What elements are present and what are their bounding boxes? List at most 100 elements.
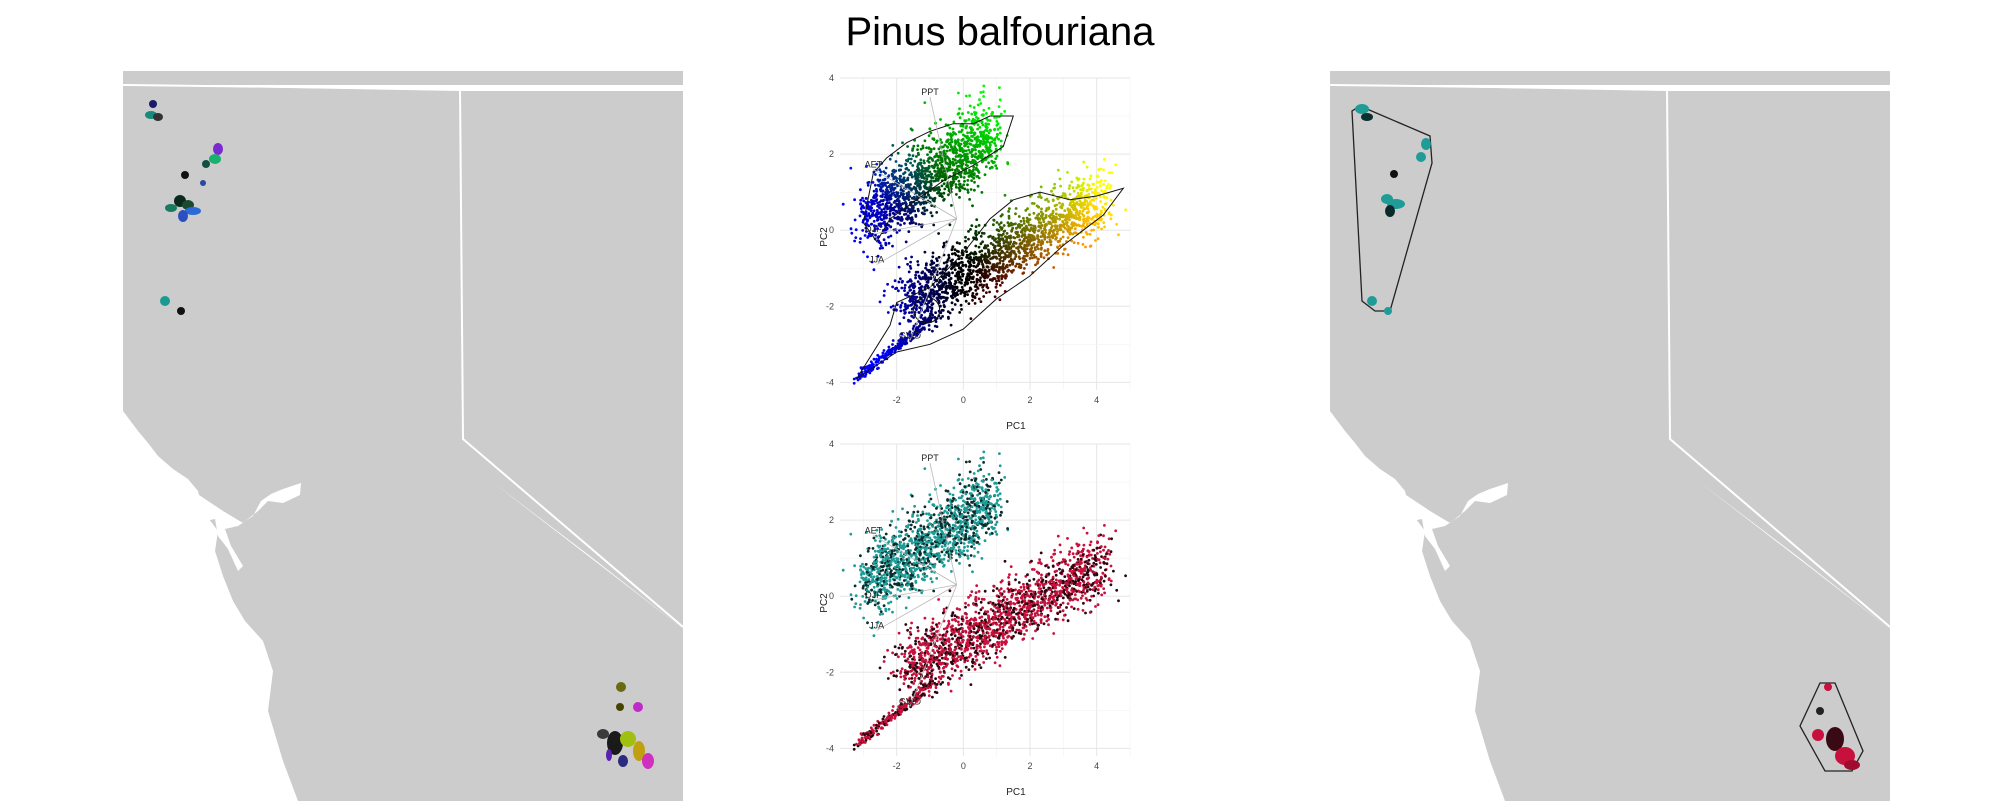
data-point — [877, 606, 880, 609]
data-point — [1068, 187, 1071, 190]
data-point — [902, 538, 905, 541]
data-point — [1075, 177, 1078, 180]
data-point — [968, 564, 971, 567]
occurrence-patch — [1390, 170, 1398, 178]
data-point — [978, 516, 981, 519]
data-point — [993, 246, 996, 249]
data-point — [960, 525, 963, 528]
data-point — [1089, 200, 1092, 203]
data-point — [873, 586, 876, 589]
data-point — [976, 511, 979, 514]
data-point — [897, 152, 900, 155]
data-point — [950, 570, 953, 573]
occurrence-patch — [633, 702, 643, 712]
data-point — [881, 195, 884, 198]
data-point — [862, 200, 865, 203]
data-point — [1001, 250, 1004, 253]
occurrence-patch — [1367, 296, 1377, 306]
data-point — [1050, 243, 1053, 246]
data-point — [979, 276, 982, 279]
data-point — [879, 549, 882, 552]
data-point — [959, 156, 962, 159]
data-point — [955, 552, 958, 555]
data-point — [1059, 551, 1062, 554]
data-point — [1077, 242, 1080, 245]
data-point — [1053, 183, 1056, 186]
data-point — [898, 281, 901, 284]
data-point — [1108, 537, 1111, 540]
data-point — [961, 164, 964, 167]
data-point — [990, 479, 993, 482]
data-point — [898, 164, 901, 167]
data-point — [878, 546, 881, 549]
data-point — [883, 536, 886, 539]
data-point — [943, 291, 946, 294]
data-point — [862, 587, 865, 590]
data-point — [891, 611, 894, 614]
data-point — [907, 215, 910, 218]
data-point — [898, 195, 901, 198]
data-point — [987, 485, 990, 488]
data-point — [974, 149, 977, 152]
data-point — [931, 273, 934, 276]
data-point — [951, 296, 954, 299]
data-point — [1023, 220, 1026, 223]
data-point — [891, 208, 894, 211]
data-point — [1057, 169, 1060, 172]
data-point — [917, 162, 920, 165]
data-point — [854, 602, 857, 605]
data-point — [903, 342, 906, 345]
data-point — [999, 492, 1002, 495]
data-point — [1028, 229, 1031, 232]
data-point — [908, 185, 911, 188]
data-point — [1060, 206, 1063, 209]
data-point — [957, 504, 960, 507]
data-point — [998, 242, 1001, 245]
data-point — [921, 578, 924, 581]
data-point — [979, 142, 982, 145]
data-point — [933, 522, 936, 525]
data-point — [977, 104, 980, 107]
data-point — [1089, 203, 1092, 206]
data-point — [949, 493, 952, 496]
occurrence-patch — [618, 755, 628, 767]
data-point — [1007, 245, 1010, 248]
data-point — [952, 178, 955, 181]
data-point — [923, 575, 926, 578]
data-point — [943, 275, 946, 278]
data-point — [903, 222, 906, 225]
data-point — [985, 165, 988, 168]
data-point — [916, 326, 919, 329]
data-point — [949, 529, 952, 532]
data-point — [920, 568, 923, 571]
data-point — [1047, 200, 1050, 203]
data-point — [939, 154, 942, 157]
data-point — [883, 221, 886, 224]
data-point — [883, 183, 886, 186]
data-point — [1096, 181, 1099, 184]
data-point — [988, 261, 991, 264]
data-point — [880, 610, 883, 613]
data-point — [950, 277, 953, 280]
data-point — [911, 530, 914, 533]
data-point — [1010, 253, 1013, 256]
data-point — [957, 273, 960, 276]
data-point — [981, 523, 984, 526]
data-point — [954, 142, 957, 145]
data-point — [979, 154, 982, 157]
data-point — [956, 176, 959, 179]
data-point — [946, 297, 949, 300]
data-point — [872, 568, 875, 571]
data-point — [899, 310, 902, 313]
data-point — [958, 478, 961, 481]
x-tick-label: 4 — [1094, 395, 1099, 405]
data-point — [903, 289, 906, 292]
data-point — [952, 524, 955, 527]
data-point — [973, 106, 976, 109]
data-point — [935, 264, 938, 267]
data-point — [1003, 256, 1006, 259]
data-point — [914, 285, 917, 288]
data-point — [964, 240, 967, 243]
data-point — [1046, 241, 1049, 244]
data-point — [908, 198, 911, 201]
